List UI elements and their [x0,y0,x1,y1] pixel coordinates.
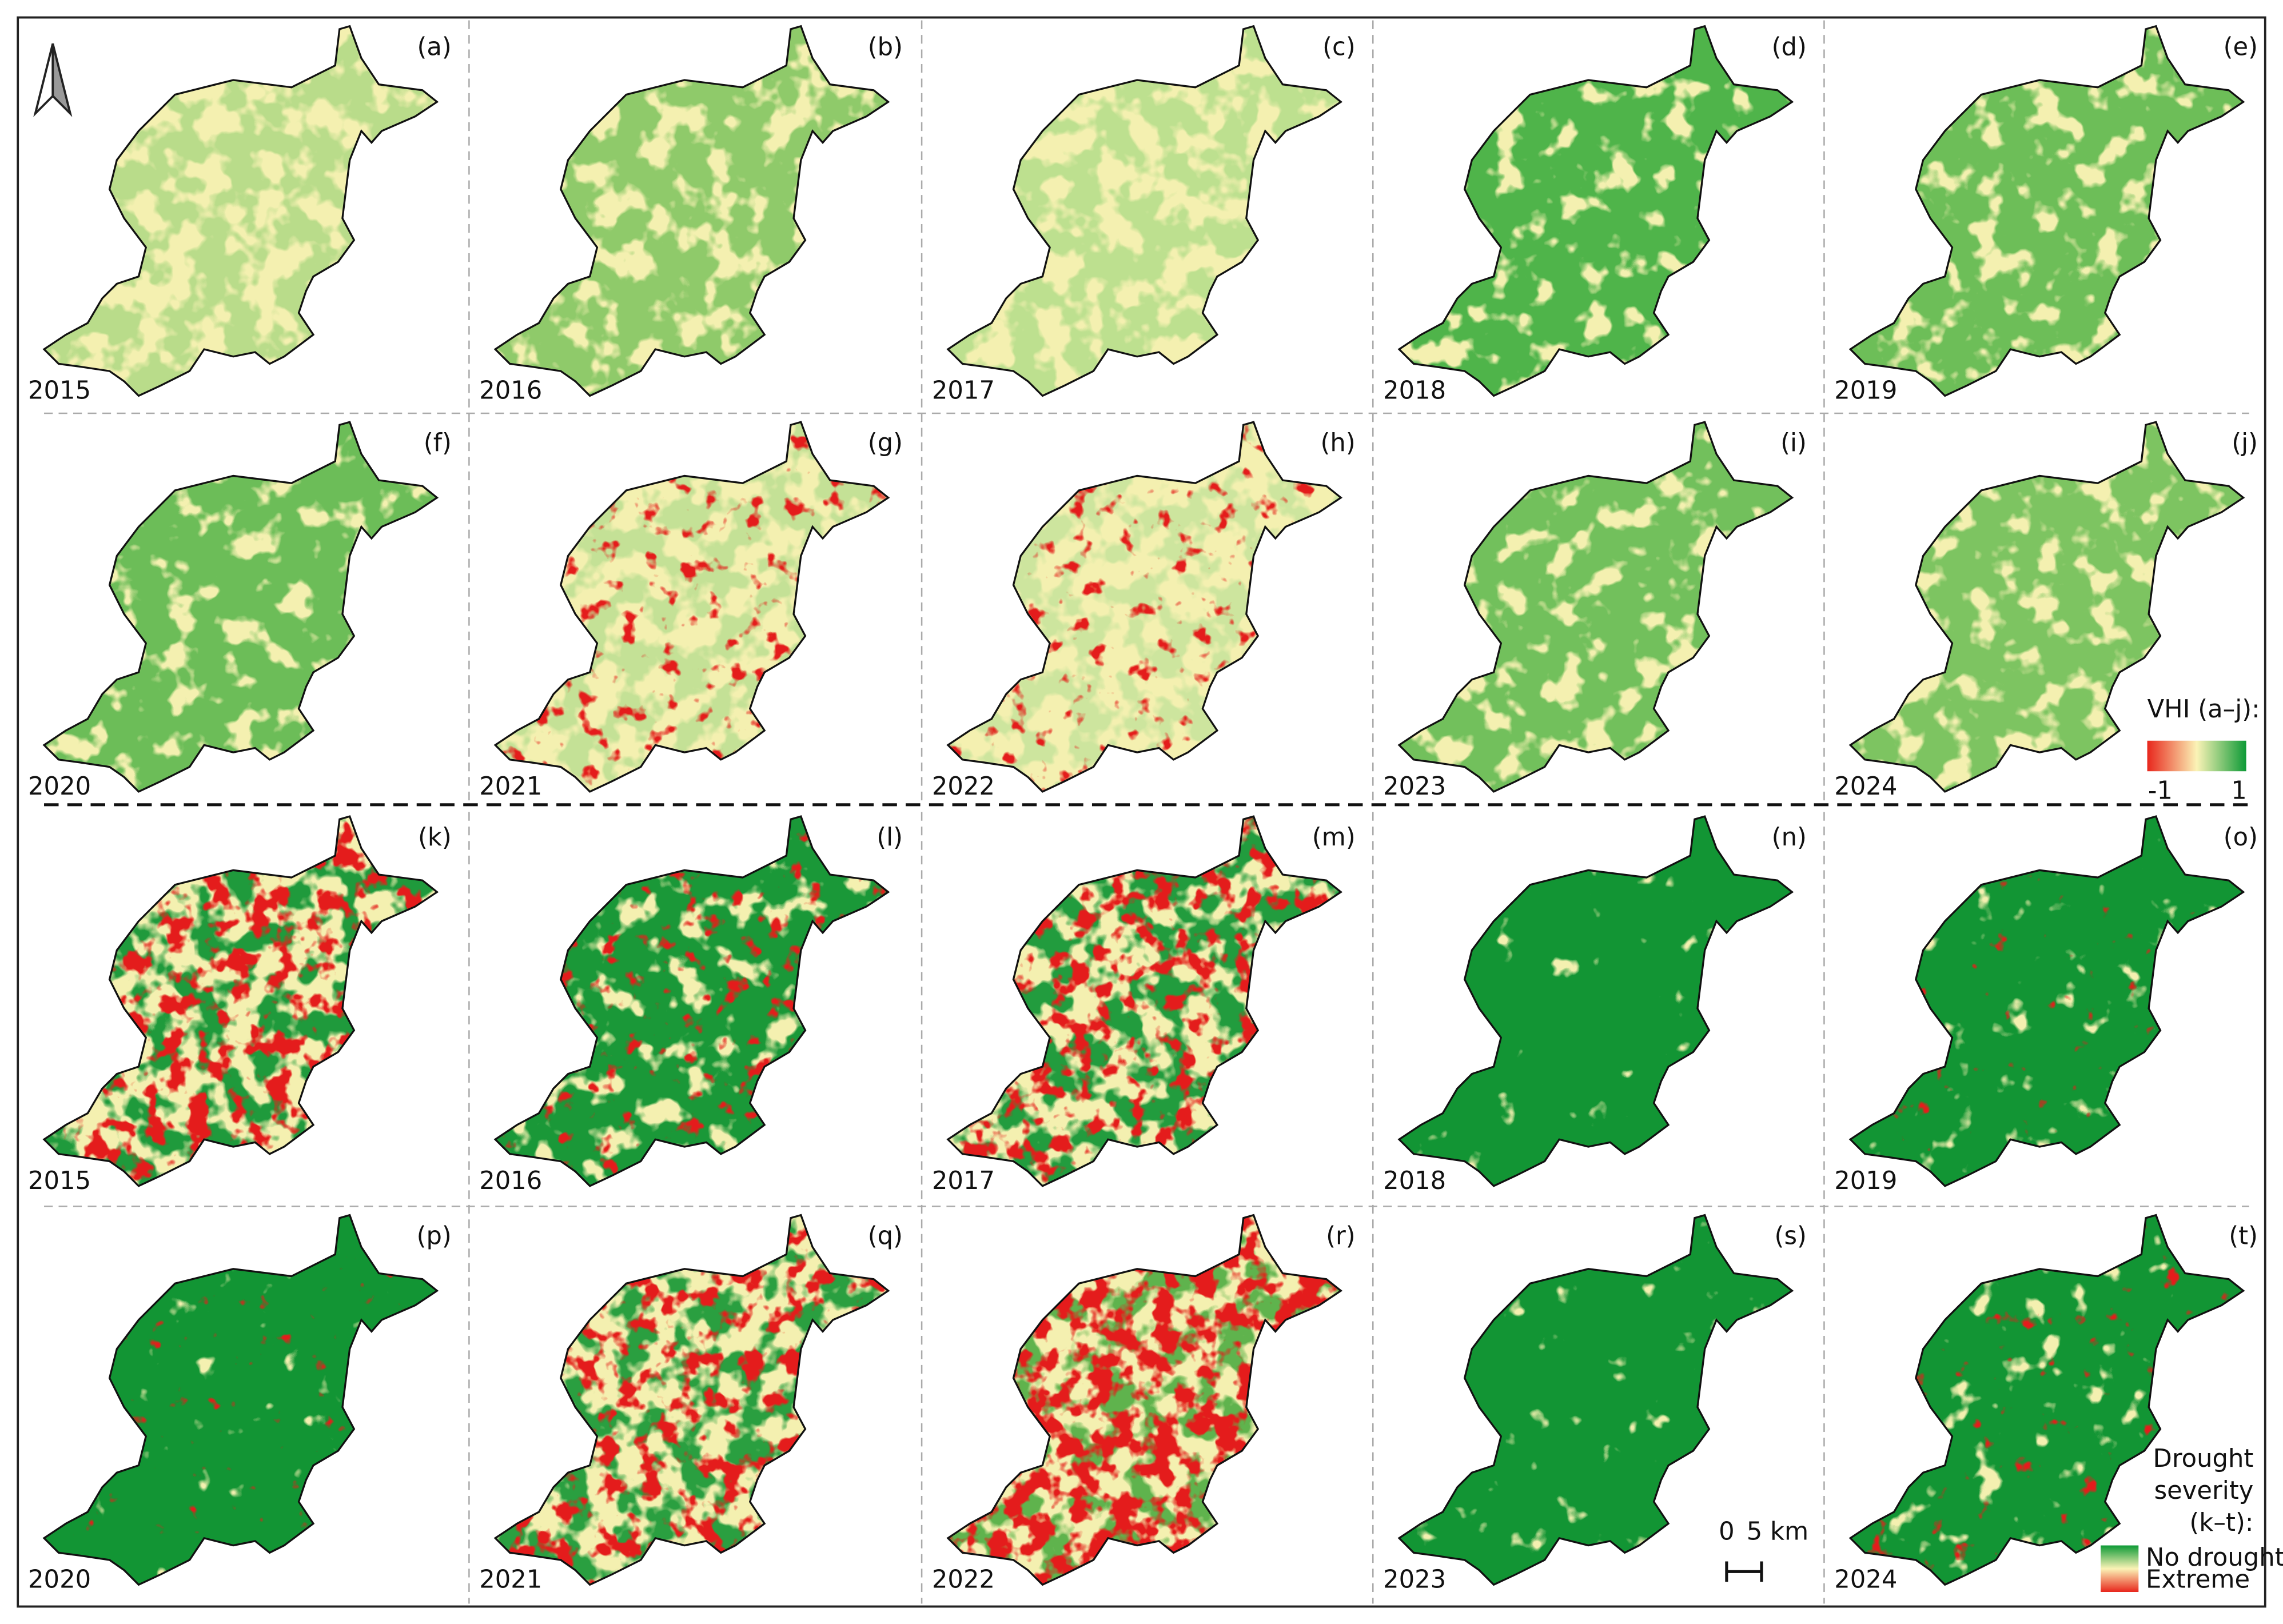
map-panel: (p) 2020 [28,1214,452,1594]
panel-label: (f) [424,429,452,457]
map-panel: (e) 2019 [1834,25,2258,405]
panel-year: 2019 [1834,377,1897,405]
panel-year: 2018 [1383,377,1446,405]
legend-min: -1 [2148,777,2173,805]
panel-label: (j) [2232,429,2258,457]
legend-ramp [2101,1545,2139,1592]
map-texture [947,422,1341,792]
panel-label: (b) [868,33,903,62]
panel-label: (r) [1326,1222,1356,1251]
map-texture [495,422,889,792]
scale-bar: 0 5 km [1719,1517,1808,1582]
panel-year: 2024 [1834,772,1897,801]
map-texture [1850,816,2244,1186]
legend-title: (k–t): [2189,1509,2253,1537]
map-panel: (a) 2015 [28,25,452,405]
panel-label: (c) [1322,33,1356,62]
map-texture [44,422,437,792]
panel-year: 2021 [479,1565,542,1594]
map-texture [495,26,889,396]
map-texture [1399,26,1792,396]
panel-year: 2020 [28,772,91,801]
panel-year: 2019 [1834,1167,1897,1195]
panel-year: 2023 [1383,1565,1446,1594]
map-panel: (n) 2018 [1383,815,1807,1195]
panel-label: (o) [2224,823,2258,852]
panel-label: (a) [417,33,452,62]
panel-label: (d) [1772,33,1807,62]
panel-year: 2017 [932,377,995,405]
panel-year: 2023 [1383,772,1446,801]
frame [17,16,2266,1608]
legend-high: No drought [2146,1543,2283,1572]
panel-year: 2015 [28,1167,91,1195]
map-texture [44,1215,437,1585]
legend-title: VHI (a–j): [2147,695,2260,724]
separators [44,20,2249,1604]
map-texture [1399,816,1792,1186]
map-panel: (q) 2021 [479,1214,903,1594]
map-texture [1850,26,2244,396]
panel-year: 2024 [1834,1565,1897,1594]
map-panel: (l) 2016 [479,815,903,1195]
panel-year: 2015 [28,377,91,405]
map-panel: (r) 2022 [932,1214,1356,1594]
legend-title: Drought [2153,1445,2254,1473]
vhi-legend: VHI (a–j): -1 1 [2147,695,2260,805]
panel-label: (p) [417,1222,452,1251]
panel-label: (k) [418,823,452,852]
panel-year: 2018 [1383,1167,1446,1195]
legend-title: severity [2154,1477,2254,1505]
map-panel: (f) 2020 [28,421,452,801]
scale-zero: 0 [1719,1517,1735,1546]
panel-label: (g) [868,429,903,457]
panels: (a) 2015 (b) 2016 (c) 2017 (d) 2018 (e) 2019 (f) 20… [28,25,2258,1594]
panel-year: 2022 [932,772,995,801]
map-texture [947,816,1341,1186]
panel-label: (l) [876,823,903,852]
map-texture [495,1215,889,1585]
map-panel: (c) 2017 [932,25,1356,405]
panel-year: 2022 [932,1565,995,1594]
map-panel: (k) 2015 [28,815,452,1195]
map-panel: (t) 2024 [1834,1214,2258,1594]
panel-label: (i) [1780,429,1807,457]
map-panel: (i) 2023 [1383,421,1807,801]
legend-max: 1 [2231,777,2247,805]
panel-year: 2020 [28,1565,91,1594]
map-texture [947,1215,1341,1585]
map-texture [495,816,889,1186]
panel-year: 2016 [479,377,542,405]
legend-low: Extreme [2146,1565,2250,1594]
scale-length: 5 km [1747,1517,1808,1546]
map-panel: (h) 2022 [932,421,1356,801]
panel-label: (h) [1321,429,1356,457]
panel-label: (q) [868,1222,903,1251]
panel-year: 2021 [479,772,542,801]
panel-year: 2016 [479,1167,542,1195]
map-panel: (o) 2019 [1834,815,2258,1195]
north-arrow [33,43,73,117]
panel-label: (e) [2224,33,2258,62]
panel-label: (n) [1772,823,1807,852]
panel-label: (t) [2229,1222,2258,1251]
map-texture [44,26,437,396]
map-texture [44,816,437,1186]
legend-ramp [2147,740,2246,772]
map-panel: (d) 2018 [1383,25,1807,405]
panel-label: (s) [1775,1222,1807,1251]
map-texture [947,26,1341,396]
map-panel: (b) 2016 [479,25,903,405]
map-texture [1850,1215,2244,1585]
drought-legend: Drought severity (k–t): No drought Extre… [2101,1445,2283,1594]
panel-label: (m) [1312,823,1356,852]
panel-year: 2017 [932,1167,995,1195]
map-panel: (m) 2017 [932,815,1356,1195]
map-texture [1399,422,1792,792]
map-panel: (g) 2021 [479,421,903,801]
